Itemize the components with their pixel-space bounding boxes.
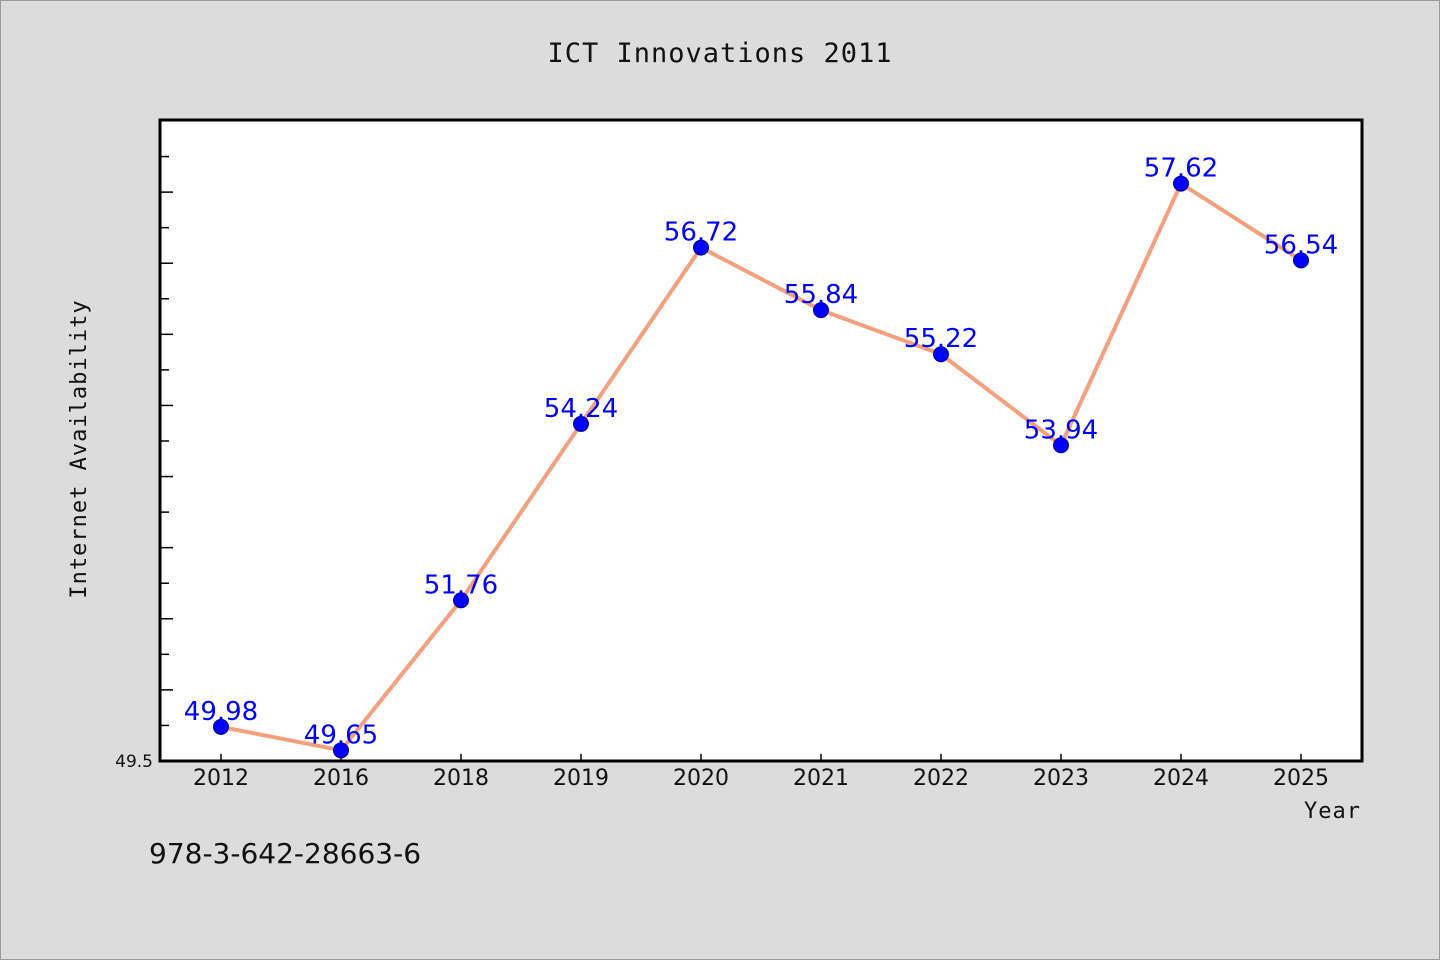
series-line [220, 181, 1303, 753]
isbn-text: 978-3-642-28663-6 [149, 837, 421, 870]
data-point [213, 718, 229, 735]
data-label: 54.24 [544, 394, 618, 424]
x-tick-label: 2020 [673, 766, 729, 791]
data-point [1053, 437, 1069, 454]
data-point [933, 346, 949, 363]
data-label: 51.76 [424, 570, 498, 600]
data-label: 55.84 [784, 280, 858, 310]
x-axis-label: Year [1304, 799, 1361, 824]
data-point [813, 302, 829, 319]
data-point [1293, 252, 1309, 269]
data-label: 55.22 [904, 324, 978, 354]
data-label: 56.54 [1264, 230, 1338, 260]
data-point [453, 592, 469, 609]
data-label: 49.65 [304, 720, 378, 750]
y-axis-ticks [161, 155, 173, 727]
data-point [573, 415, 589, 432]
data-label: 49.98 [184, 697, 258, 727]
x-tick-label: 2016 [313, 766, 369, 791]
data-label: 53.94 [1024, 415, 1098, 445]
x-tick-label: 2012 [193, 766, 249, 791]
chart-title: ICT Innovations 2011 [547, 38, 892, 69]
x-tick-label: 2023 [1033, 766, 1089, 791]
data-point [1173, 175, 1189, 192]
x-axis-ticks: 2012 2016 2018 2019 2020 2021 2022 2023 2024 2025 [193, 754, 1329, 791]
x-tick-label: 2021 [793, 766, 849, 791]
plot-area [158, 118, 1364, 763]
x-tick-label: 2022 [913, 766, 969, 791]
data-label: 57.62 [1144, 154, 1218, 184]
series-line-group [213, 175, 1309, 759]
data-labels: 49.98 49.65 51.76 54.24 56.72 55.84 55.22 53.94… [184, 154, 1338, 751]
data-label: 56.72 [664, 218, 738, 248]
x-tick-label: 2019 [553, 766, 609, 791]
x-tick-label: 2018 [433, 766, 489, 791]
y-tick-label-min: 49.5 [115, 752, 153, 772]
y-axis-label: Internet Availability [67, 299, 92, 598]
data-point [693, 239, 709, 256]
x-tick-label: 2025 [1273, 766, 1329, 791]
data-point [333, 742, 349, 759]
x-tick-label: 2024 [1153, 766, 1209, 791]
